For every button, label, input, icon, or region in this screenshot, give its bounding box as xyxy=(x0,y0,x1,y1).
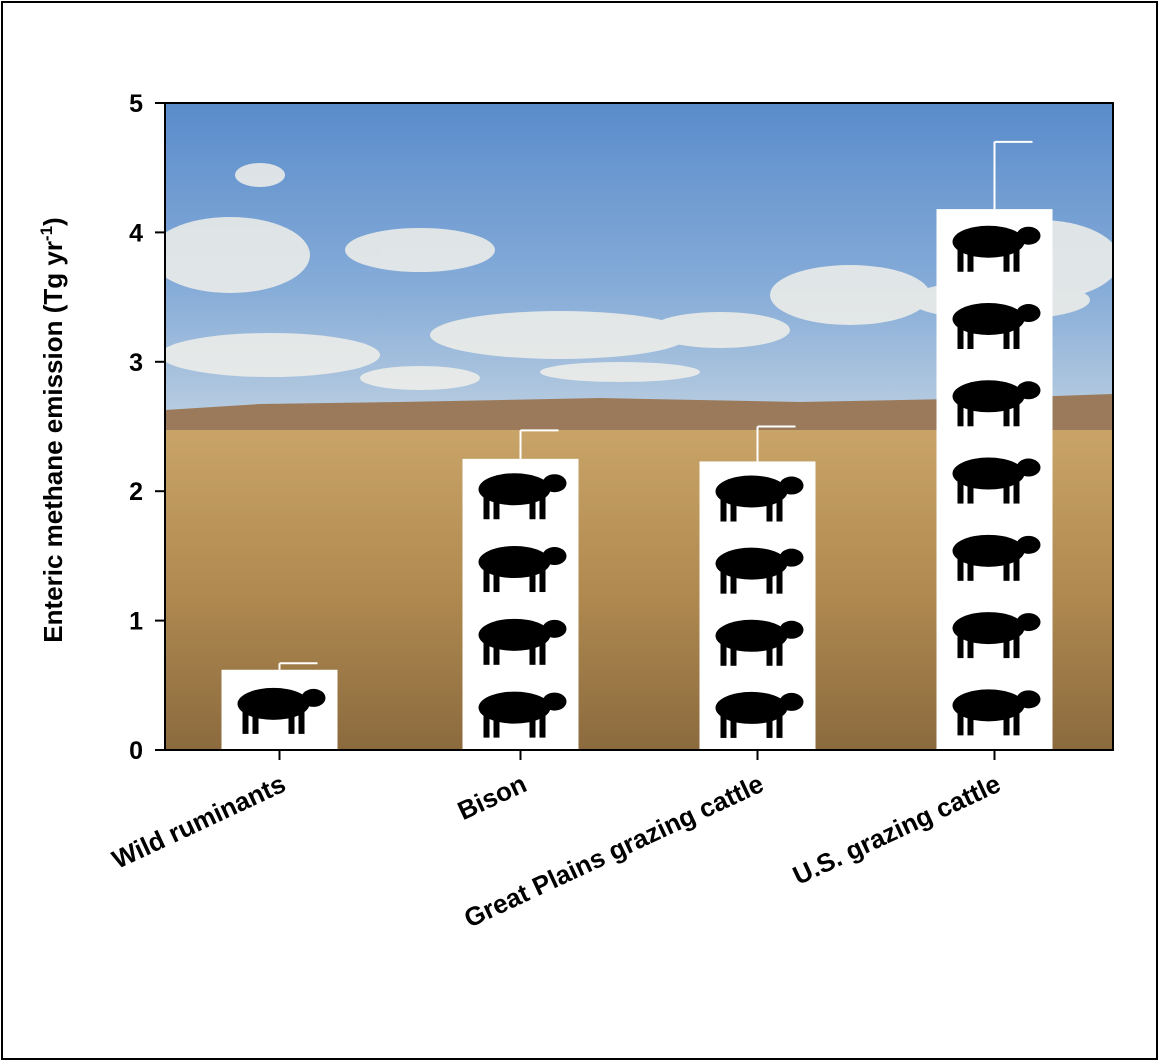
silhouette-leg xyxy=(1004,482,1010,504)
silhouette-leg xyxy=(530,716,536,738)
silhouette-leg xyxy=(299,712,305,734)
silhouette-head xyxy=(1017,381,1041,399)
silhouette-head xyxy=(543,693,567,711)
y-tick-label: 4 xyxy=(129,219,143,247)
silhouette-leg xyxy=(540,716,546,738)
silhouette-leg xyxy=(1004,250,1010,272)
silhouette-leg xyxy=(1014,636,1020,658)
silhouette-leg xyxy=(767,500,773,522)
silhouette-leg xyxy=(731,500,737,522)
silhouette-leg xyxy=(1004,713,1010,735)
silhouette-leg xyxy=(767,716,773,738)
silhouette-leg xyxy=(721,716,727,738)
silhouette-leg xyxy=(968,250,974,272)
silhouette-leg xyxy=(731,716,737,738)
silhouette-leg xyxy=(1004,559,1010,581)
silhouette-leg xyxy=(1014,250,1020,272)
y-tick-label: 2 xyxy=(129,478,143,506)
silhouette-leg xyxy=(1014,327,1020,349)
silhouette-leg xyxy=(1014,559,1020,581)
silhouette-leg xyxy=(494,497,500,519)
silhouette-leg xyxy=(958,636,964,658)
silhouette-head xyxy=(1017,459,1041,477)
silhouette-head xyxy=(780,621,804,639)
y-tick-label: 3 xyxy=(129,349,143,377)
silhouette-head xyxy=(780,693,804,711)
silhouette-leg xyxy=(540,643,546,665)
silhouette-leg xyxy=(968,559,974,581)
silhouette-leg xyxy=(484,570,490,592)
silhouette-leg xyxy=(289,712,295,734)
silhouette-leg xyxy=(243,712,249,734)
silhouette-leg xyxy=(1014,404,1020,426)
y-tick-label: 0 xyxy=(129,737,143,765)
silhouette-leg xyxy=(530,570,536,592)
silhouette-head xyxy=(543,620,567,638)
silhouette-leg xyxy=(484,497,490,519)
silhouette-leg xyxy=(958,713,964,735)
chart: Enteric methane emission (Tg yr-1) Wild … xyxy=(0,0,1159,1061)
silhouette-leg xyxy=(958,482,964,504)
silhouette-leg xyxy=(484,643,490,665)
y-label-text: Enteric methane emission (Tg yr xyxy=(38,241,68,643)
silhouette-leg xyxy=(1004,636,1010,658)
silhouette-head xyxy=(543,547,567,565)
page: {"chart_data": {"type": "bar", "y_label_… xyxy=(0,0,1159,1061)
silhouette-leg xyxy=(968,327,974,349)
silhouette-leg xyxy=(253,712,259,734)
silhouette-head xyxy=(780,549,804,567)
silhouette-leg xyxy=(731,644,737,666)
silhouette-leg xyxy=(721,644,727,666)
silhouette-leg xyxy=(494,643,500,665)
silhouette-head xyxy=(1017,304,1041,322)
silhouette-leg xyxy=(484,716,490,738)
silhouette-head xyxy=(543,474,567,492)
silhouette-leg xyxy=(767,644,773,666)
silhouette-head xyxy=(1017,613,1041,631)
silhouette-leg xyxy=(530,643,536,665)
silhouette-leg xyxy=(530,497,536,519)
silhouette-leg xyxy=(958,559,964,581)
silhouette-leg xyxy=(1014,713,1020,735)
silhouette-leg xyxy=(958,327,964,349)
y-label-superscript: -1 xyxy=(37,226,56,241)
silhouette-leg xyxy=(1014,482,1020,504)
y-label-text: ) xyxy=(38,217,68,226)
silhouette-leg xyxy=(968,482,974,504)
silhouette-leg xyxy=(540,570,546,592)
y-tick-label: 1 xyxy=(129,608,143,636)
y-tick-label: 5 xyxy=(129,90,143,118)
silhouette-leg xyxy=(1004,327,1010,349)
silhouette-leg xyxy=(777,500,783,522)
silhouette-leg xyxy=(731,572,737,594)
silhouette-leg xyxy=(494,570,500,592)
silhouette-leg xyxy=(494,716,500,738)
silhouette-leg xyxy=(968,636,974,658)
silhouette-leg xyxy=(958,250,964,272)
silhouette-leg xyxy=(721,500,727,522)
silhouette-leg xyxy=(968,713,974,735)
silhouette-head xyxy=(302,689,326,707)
silhouette-leg xyxy=(721,572,727,594)
silhouette-leg xyxy=(777,716,783,738)
silhouette-head xyxy=(1017,227,1041,245)
y-axis-label: Enteric methane emission (Tg yr-1) xyxy=(37,217,68,642)
silhouette-head xyxy=(780,477,804,495)
silhouette-leg xyxy=(777,572,783,594)
silhouette-leg xyxy=(767,572,773,594)
silhouette-leg xyxy=(958,404,964,426)
silhouette-leg xyxy=(777,644,783,666)
silhouette-head xyxy=(1017,536,1041,554)
silhouette-leg xyxy=(968,404,974,426)
silhouette-head xyxy=(1017,690,1041,708)
silhouette-leg xyxy=(1004,404,1010,426)
silhouette-leg xyxy=(540,497,546,519)
